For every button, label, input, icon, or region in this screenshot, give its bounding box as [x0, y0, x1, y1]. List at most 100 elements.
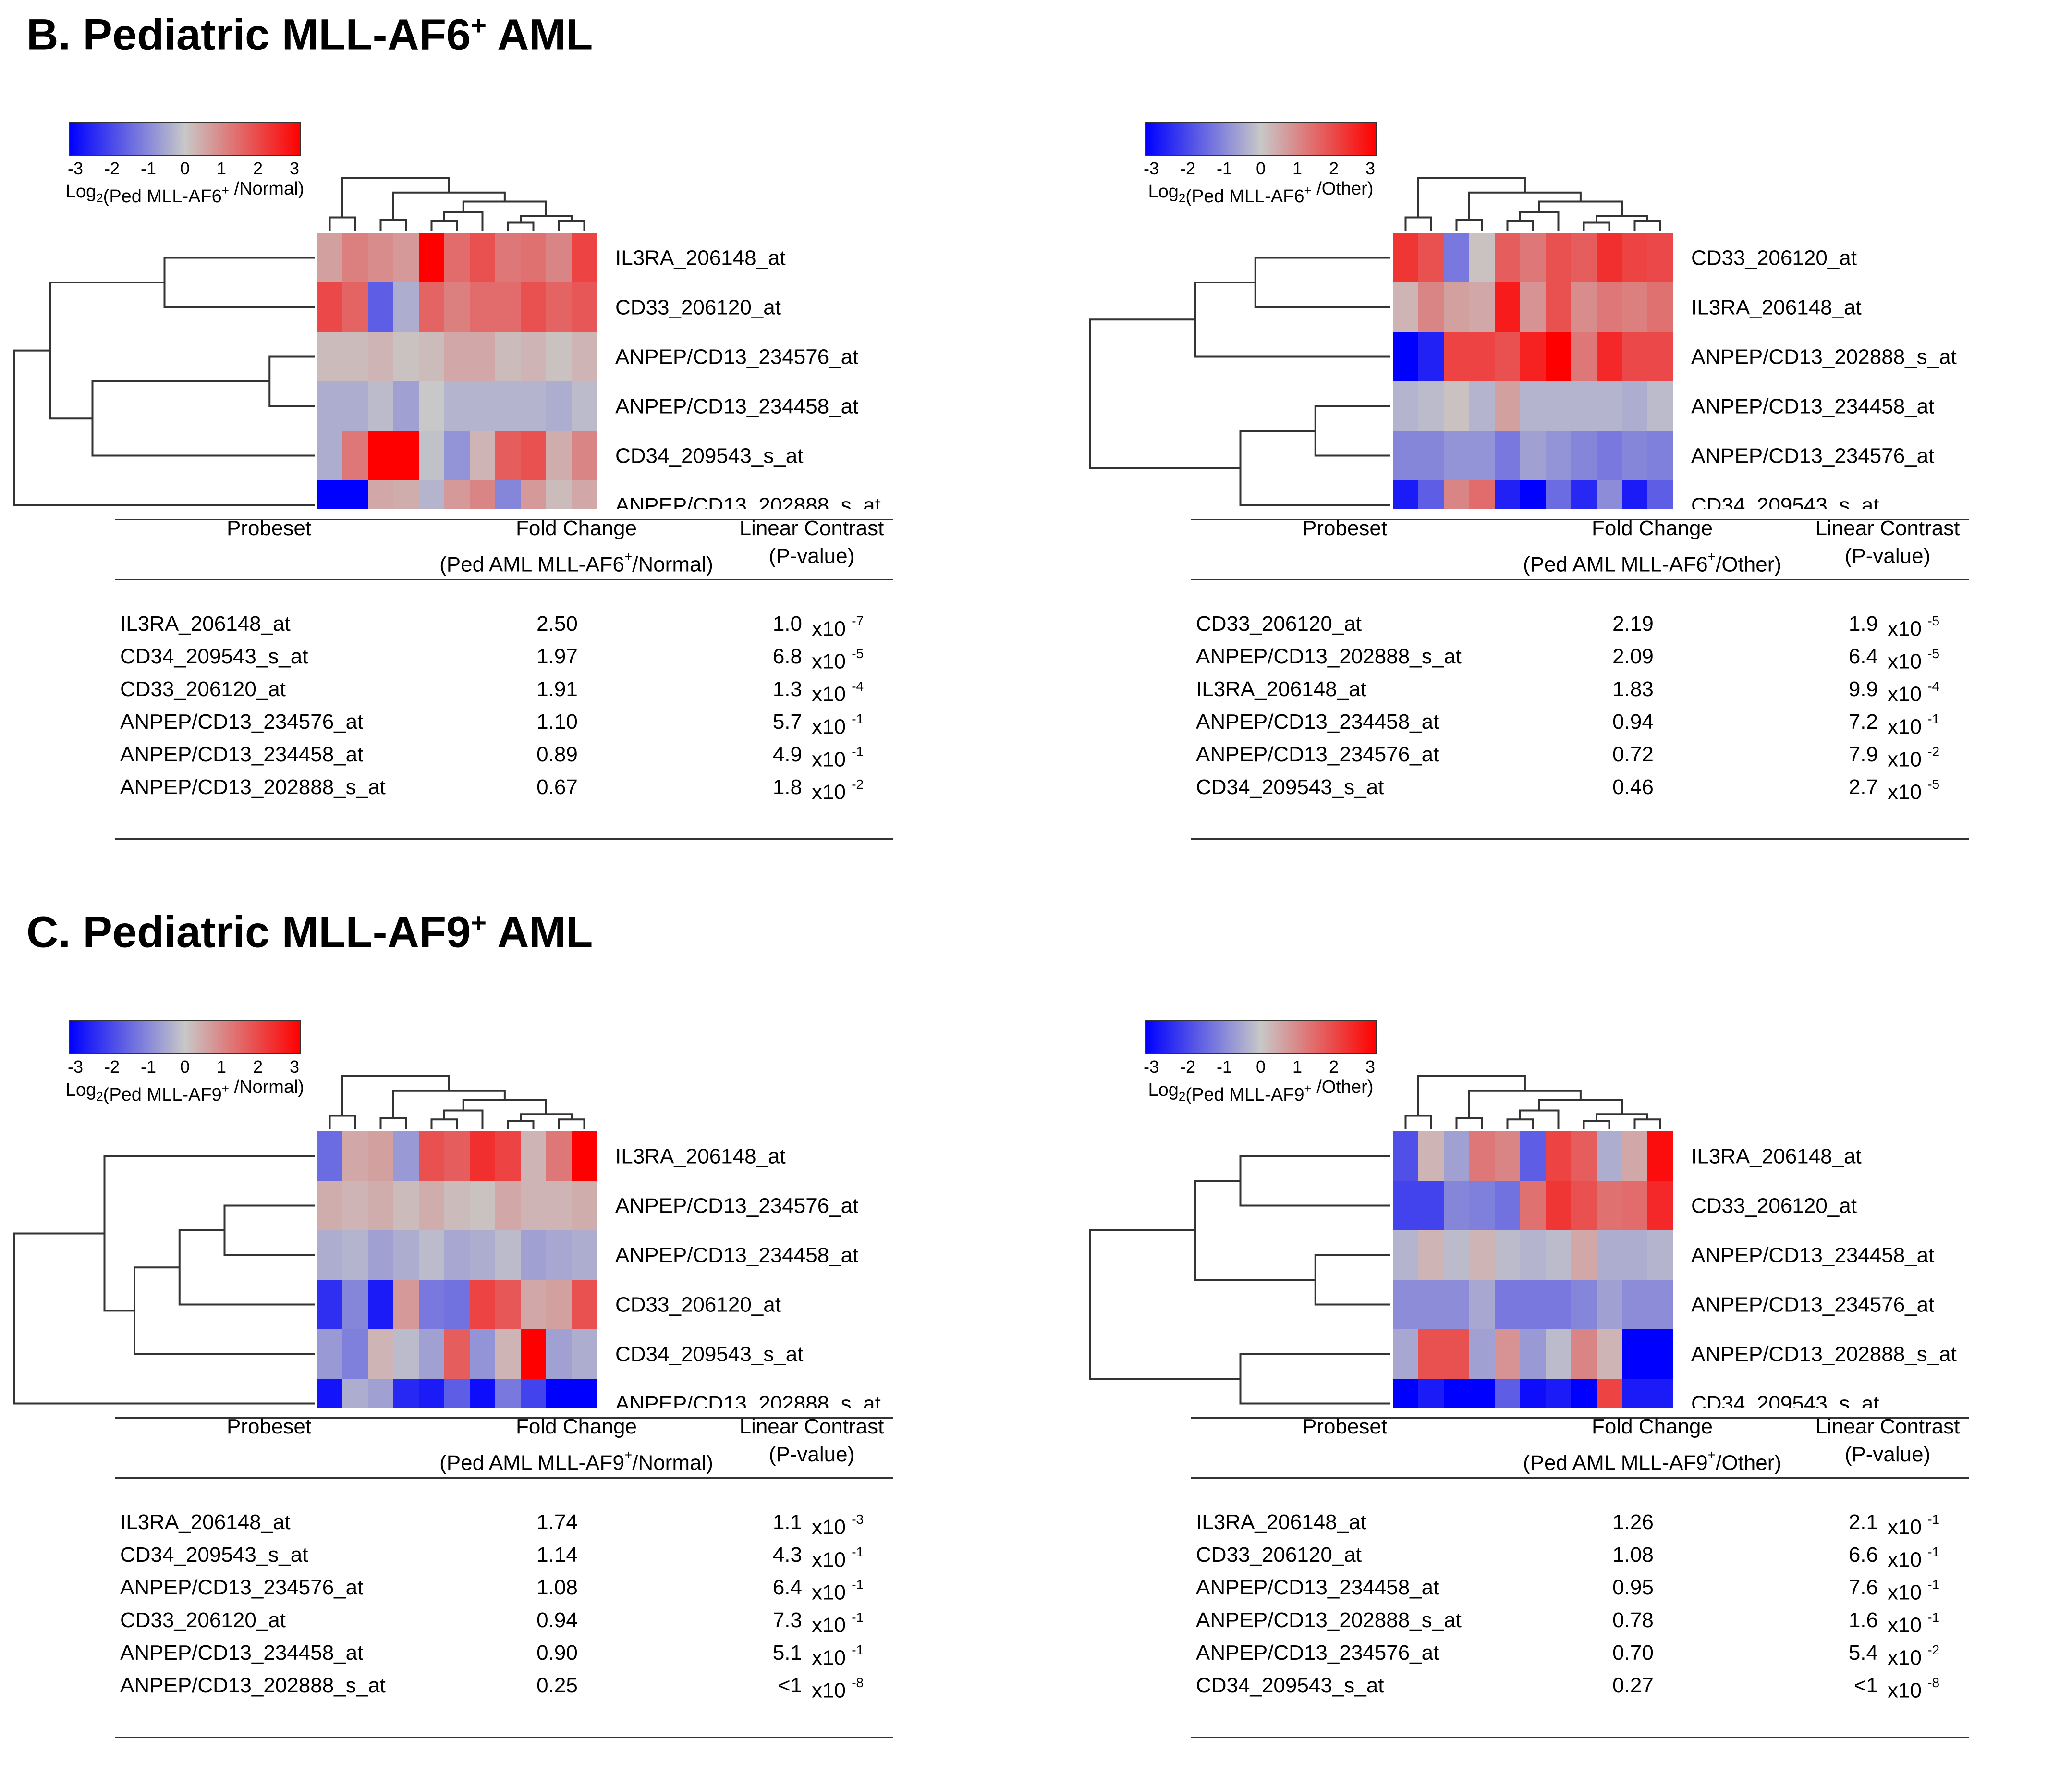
heatmap-cell — [1393, 282, 1419, 332]
heatmap-cell — [572, 332, 597, 382]
heatmap-cell — [470, 332, 496, 382]
heatmap-cell — [419, 480, 445, 509]
col-dendrogram-link-8 — [1468, 1090, 1582, 1118]
row-label: ANPEP/CD13_234576_at — [615, 1194, 858, 1218]
heatmap-cell — [1393, 1230, 1419, 1280]
results-table: Probeset Fold Change (Ped AML MLL-AF9+/Nor… — [115, 1415, 893, 1739]
table-cell-fold-change: 0.94 — [536, 1608, 578, 1632]
row-label: ANPEP/CD13_234458_at — [1691, 1244, 1934, 1267]
col-dendrogram-link-3 — [1583, 221, 1610, 231]
col-dendrogram-link-8 — [392, 191, 506, 220]
row-dendrogram-link-1 — [178, 1229, 315, 1306]
heatmap-cell — [419, 1329, 445, 1379]
heatmap-cell — [368, 282, 394, 332]
heatmap-cell — [1546, 233, 1572, 283]
header-fold-change: Fold Change — [516, 516, 637, 540]
heatmap-cell — [1622, 332, 1648, 382]
table-cell-pvalue-base: x10 -1 — [812, 711, 864, 739]
heatmap-cell — [1546, 1329, 1572, 1379]
row-dendrogram-link-0 — [223, 1204, 315, 1256]
table-cell-probeset: ANPEP/CD13_234458_at — [120, 1641, 364, 1665]
table-cell-probeset: ANPEP/CD13_234576_at — [1196, 1641, 1439, 1665]
table-cell-fold-change: 0.94 — [1612, 710, 1654, 734]
table-cell-fold-change: 0.78 — [1612, 1608, 1654, 1632]
table-cell-pvalue-mantissa: 4.3 — [772, 1543, 802, 1567]
row-label: CD33_206120_at — [615, 1293, 781, 1317]
heatmap-cell — [393, 431, 419, 481]
table-cell-fold-change: 1.08 — [536, 1576, 578, 1599]
row-dendrogram-link-4 — [13, 349, 315, 506]
heatmap-cell — [1647, 1230, 1673, 1280]
row-label: ANPEP/CD13_202888_s_at — [1691, 1343, 1957, 1366]
heatmap-cell — [1622, 1280, 1648, 1330]
heatmap-cell — [1571, 1379, 1597, 1408]
heatmap-cell — [1622, 381, 1648, 431]
heatmap-cell — [1469, 431, 1495, 481]
heatmap-cell — [1571, 332, 1597, 382]
table-cell-pvalue-base: x10 -3 — [812, 1512, 864, 1539]
table-cell-fold-change: 1.74 — [536, 1510, 578, 1534]
table-bottom-rule — [1191, 1737, 1969, 1738]
table-cell-fold-change: 0.95 — [1612, 1576, 1654, 1599]
heatmap-cell — [495, 381, 521, 431]
colorbar-tick-label: 2 — [1329, 159, 1339, 178]
header-linear-contrast: Linear Contrast — [739, 516, 884, 540]
colorbar-tick-label: 2 — [1329, 1057, 1339, 1077]
heatmap-cell — [1393, 332, 1419, 382]
heatmap-cell — [546, 282, 572, 332]
heatmap-cell — [1571, 282, 1597, 332]
heatmap-cell — [393, 381, 419, 431]
panel-c-normal: -3 -2 -1 0 1 2 3 Log2(Ped MLL-AF9+ /Normal) IL3R… — [10, 985, 970, 1763]
heatmap-cell — [1647, 381, 1673, 431]
heatmap-cell — [1546, 1181, 1572, 1231]
heatmap-cell — [1469, 1181, 1495, 1231]
heatmap-cell — [317, 431, 343, 481]
heatmap-cell — [546, 431, 572, 481]
row-label: CD33_206120_at — [1691, 246, 1857, 270]
table-cell-pvalue-base: x10 -2 — [1888, 744, 1940, 772]
header-fold-change: Fold Change — [1592, 1415, 1713, 1438]
heatmap-cell — [572, 480, 597, 509]
heatmap-cell — [1520, 1230, 1546, 1280]
heatmap-cell — [1469, 1280, 1495, 1330]
heatmap-cell — [1444, 233, 1470, 283]
heatmap-cell — [1571, 1230, 1597, 1280]
section-c-title: C. Pediatric MLL-AF9+ AML — [26, 907, 593, 957]
heatmap-cell — [1393, 480, 1419, 509]
heatmap-cell — [1622, 1181, 1648, 1231]
table-cell-pvalue-mantissa: 1.3 — [772, 677, 802, 701]
table-cell-pvalue-base: x10 -8 — [1888, 1675, 1940, 1703]
heatmap-cell — [342, 1230, 368, 1280]
heatmap-cell — [444, 1131, 470, 1181]
heatmap-cell — [419, 431, 445, 481]
heatmap-cell — [419, 1131, 445, 1181]
heatmap-cell — [393, 282, 419, 332]
table-cell-pvalue-mantissa: 6.6 — [1848, 1543, 1878, 1567]
heatmap-cell — [1418, 233, 1444, 283]
row-label: CD33_206120_at — [1691, 1194, 1857, 1218]
table-cell-probeset: ANPEP/CD13_202888_s_at — [1196, 1608, 1462, 1632]
colorbar — [69, 1020, 301, 1054]
header-pvalue: (P-value) — [768, 1443, 855, 1466]
table-header-rule — [1191, 579, 1969, 580]
heatmap-cell — [546, 332, 572, 382]
heatmap-cell — [1495, 1329, 1521, 1379]
heatmap-cell — [393, 480, 419, 509]
heatmap-cell — [1597, 480, 1622, 509]
colorbar — [1145, 122, 1377, 156]
heatmap-cell — [444, 1181, 470, 1231]
heatmap-cell — [1647, 233, 1673, 283]
row-label: ANPEP/CD13_234576_at — [1691, 1293, 1934, 1317]
heatmap-cell — [1520, 480, 1546, 509]
table-cell-pvalue-mantissa: 6.4 — [1848, 645, 1878, 668]
colorbar-tick-label: 1 — [1292, 1057, 1302, 1077]
row-label: ANPEP/CD13_234576_at — [615, 345, 858, 369]
col-dendrogram-link-4 — [558, 220, 585, 231]
row-label: ANPEP/CD13_234576_at — [1691, 444, 1934, 468]
heatmap-cell — [1571, 1280, 1597, 1330]
heatmap-cell — [317, 1280, 343, 1330]
table-cell-fold-change: 0.70 — [1612, 1641, 1654, 1665]
col-dendrogram-link-2 — [1506, 220, 1534, 231]
header-pvalue: (P-value) — [1844, 1443, 1931, 1466]
heatmap-cell — [470, 480, 496, 509]
